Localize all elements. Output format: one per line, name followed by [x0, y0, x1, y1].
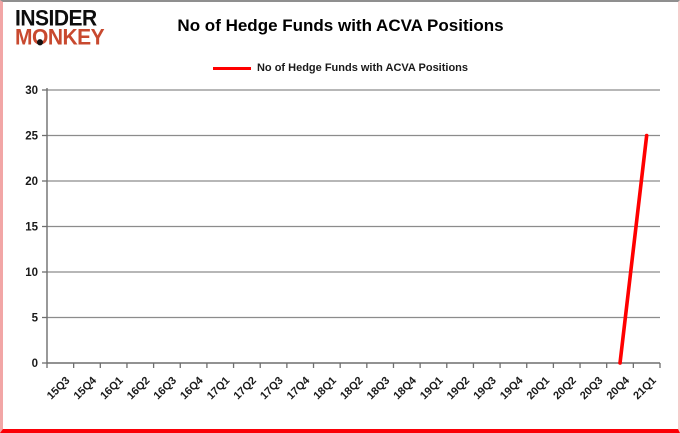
x-tick-label: 16Q4 [178, 374, 206, 402]
x-tick-label: 17Q4 [285, 374, 313, 402]
x-tick-label: 16Q1 [98, 375, 126, 403]
x-tick-label: 18Q3 [365, 375, 393, 403]
chart-title: No of Hedge Funds with ACVA Positions [177, 16, 504, 35]
insider-monkey-logo: INSIDER MONKEY [15, 6, 105, 50]
logo-monkey-o: O [32, 25, 48, 50]
x-tick-label: 19Q2 [445, 375, 473, 403]
x-tick-label: 15Q4 [72, 374, 100, 402]
y-tick-label: 25 [25, 131, 38, 143]
legend-label: No of Hedge Funds with ACVA Positions [256, 62, 469, 74]
x-tick-label: 17Q1 [205, 375, 233, 403]
y-tick-label: 0 [32, 358, 38, 370]
y-tick-label: 30 [25, 85, 38, 97]
x-tick-label: 18Q1 [311, 375, 339, 403]
logo-line1: INSIDER [15, 6, 97, 31]
x-tick-label: 19Q3 [471, 375, 499, 403]
x-tick-label: 17Q3 [258, 375, 286, 403]
y-tick-label: 10 [25, 267, 38, 279]
y-tick-label: 5 [32, 313, 39, 325]
x-tick-label: 19Q1 [418, 375, 446, 403]
legend: No of Hedge Funds with ACVA Positions [3, 62, 678, 74]
x-tick-label: 20Q1 [525, 375, 553, 403]
y-tick-label: 20 [25, 176, 38, 188]
x-tick-label: 16Q2 [125, 375, 153, 403]
x-tick-label: 20Q3 [578, 375, 606, 403]
x-tick-label: 19Q4 [498, 374, 526, 402]
x-tick-label: 17Q2 [231, 375, 259, 403]
x-tick-label: 21Q1 [631, 375, 659, 403]
x-tick-label: 16Q3 [152, 375, 180, 403]
series-line [618, 133, 649, 365]
legend-line-swatch [212, 66, 251, 70]
chart-canvas: 0 5 10 15 20 25 30 15Q3 15Q4 16Q1 16Q2 16Q3 16Q4 17Q1… [25, 85, 661, 403]
logo-line2-suffix: NKEY [47, 25, 105, 50]
x-tick-label: 20Q4 [605, 374, 633, 402]
x-tick-label: 18Q2 [338, 375, 366, 403]
logo-line2: MONKEY [15, 25, 105, 50]
y-tick-label: 15 [25, 222, 38, 234]
logo-line2-prefix: M [15, 25, 33, 50]
x-tick-label: 15Q3 [45, 375, 73, 403]
x-tick-label: 20Q2 [551, 375, 579, 403]
x-tick-label: 18Q4 [391, 374, 419, 402]
